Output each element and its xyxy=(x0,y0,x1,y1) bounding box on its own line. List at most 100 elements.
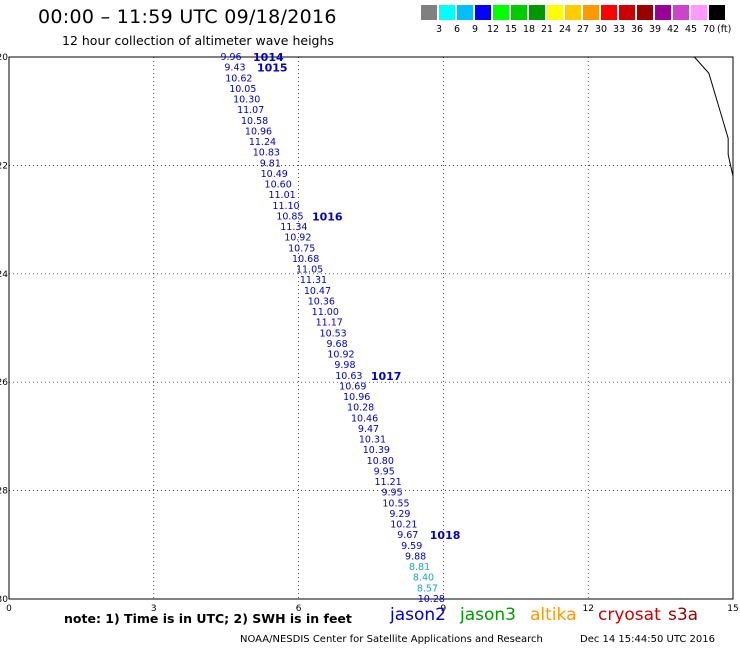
wave-height-reading: 10.75 xyxy=(288,243,315,254)
y-tick-label: -30 xyxy=(0,595,8,605)
y-tick-label: -20 xyxy=(0,53,8,63)
color-scale-label: 18 xyxy=(522,24,536,35)
color-scale-label: 30 xyxy=(594,24,608,35)
wave-height-reading: 10.49 xyxy=(261,169,288,180)
satellite-label-s3a: s3a xyxy=(668,605,699,625)
color-scale-label: 42 xyxy=(666,24,680,35)
map-subtitle: 12 hour collection of altimeter wave hei… xyxy=(62,33,334,48)
color-scale-label: 27 xyxy=(576,24,590,35)
color-scale-label: 21 xyxy=(540,24,554,35)
color-swatch xyxy=(511,5,527,20)
color-swatch xyxy=(529,5,545,20)
color-scale-unit: (ft) xyxy=(717,24,732,35)
color-scale-label: 12 xyxy=(486,24,500,35)
wave-height-reading: 11.10 xyxy=(272,201,299,212)
wave-height-reading: 8.81 xyxy=(409,562,430,573)
footer-credit: NOAA/NESDIS Center for Satellite Applica… xyxy=(240,634,543,645)
wave-height-reading: 9.67 xyxy=(397,530,418,541)
color-scale-label: 24 xyxy=(558,24,572,35)
track-time-label: 1014 xyxy=(253,51,284,64)
wave-height-reading: 10.69 xyxy=(339,381,366,392)
map-title: 00:00 – 11:59 UTC 09/18/2016 xyxy=(38,6,337,28)
wave-height-reading: 10.83 xyxy=(253,148,280,159)
wave-height-reading: 9.96 xyxy=(220,52,241,63)
color-swatch xyxy=(691,5,707,20)
color-scale-label: 36 xyxy=(630,24,644,35)
color-swatch xyxy=(565,5,581,20)
wave-height-reading: 11.07 xyxy=(237,105,264,116)
color-swatch xyxy=(547,5,563,20)
wave-height-reading: 10.85 xyxy=(276,211,303,222)
wave-height-reading: 10.39 xyxy=(363,445,390,456)
coastline xyxy=(694,56,734,177)
wave-height-reading: 10.60 xyxy=(265,180,292,191)
y-tick-label: -22 xyxy=(0,161,8,171)
wave-height-reading: 9.88 xyxy=(405,551,426,562)
satellite-label-cryosat: cryosat xyxy=(598,605,661,625)
wave-height-reading: 10.05 xyxy=(229,84,256,95)
color-scale-label: 70 xyxy=(702,24,716,35)
wave-height-reading: 8.40 xyxy=(413,573,434,584)
wave-height-reading: 9.59 xyxy=(401,541,422,552)
wave-height-reading: 11.34 xyxy=(280,222,307,233)
color-swatch xyxy=(493,5,509,20)
color-scale-label: 33 xyxy=(612,24,626,35)
wave-height-reading: 9.98 xyxy=(334,360,355,371)
color-scale-label: 3 xyxy=(435,24,443,35)
color-swatch xyxy=(601,5,617,20)
x-tick-label: 15 xyxy=(727,604,738,614)
color-swatch xyxy=(673,5,689,20)
wave-height-reading: 10.92 xyxy=(284,233,311,244)
wave-height-reading: 10.21 xyxy=(390,520,417,531)
color-swatch xyxy=(421,5,437,20)
wave-height-reading: 10.92 xyxy=(327,350,354,361)
track-time-label: 1017 xyxy=(371,370,402,383)
wave-height-reading: 9.95 xyxy=(381,488,402,499)
color-scale-label: 9 xyxy=(471,24,479,35)
footer-timestamp: Dec 14 15:44:50 UTC 2016 xyxy=(580,634,715,645)
wave-height-reading: 11.31 xyxy=(300,275,327,286)
x-tick-label: 3 xyxy=(151,604,157,614)
wave-height-reading: 11.21 xyxy=(375,477,402,488)
color-swatch xyxy=(475,5,491,20)
map-frame xyxy=(8,56,734,600)
color-swatch xyxy=(655,5,671,20)
wave-height-reading: 11.01 xyxy=(268,190,295,201)
y-tick-label: -28 xyxy=(0,487,8,497)
satellite-label-jason3: jason3 xyxy=(460,605,516,625)
wave-height-reading: 10.47 xyxy=(304,286,331,297)
y-tick-label: -26 xyxy=(0,378,8,388)
wave-height-reading: 9.43 xyxy=(224,63,245,74)
color-scale-label: 39 xyxy=(648,24,662,35)
wave-height-reading: 8.57 xyxy=(417,583,438,594)
wave-height-reading: 10.28 xyxy=(347,403,374,414)
wave-height-reading: 10.96 xyxy=(245,126,272,137)
wave-height-reading: 10.46 xyxy=(351,413,378,424)
color-swatch xyxy=(583,5,599,20)
wave-height-reading: 10.63 xyxy=(335,371,362,382)
x-tick-label: 9 xyxy=(441,604,447,614)
wave-height-reading: 11.05 xyxy=(296,265,323,276)
x-tick-label: 6 xyxy=(296,604,302,614)
wave-height-reading: 10.58 xyxy=(241,116,268,127)
wave-height-reading: 10.30 xyxy=(233,95,260,106)
wave-height-reading: 10.55 xyxy=(382,498,409,509)
wave-height-reading: 11.17 xyxy=(316,318,343,329)
wave-height-reading: 10.31 xyxy=(359,435,386,446)
track-time-label: 1016 xyxy=(312,210,343,223)
x-tick-label: 12 xyxy=(582,604,593,614)
satellite-label-altika: altika xyxy=(530,605,577,625)
wave-height-reading: 10.62 xyxy=(225,73,252,84)
wave-height-reading: 10.80 xyxy=(367,456,394,467)
wave-height-reading: 10.96 xyxy=(343,392,370,403)
wave-height-reading: 9.29 xyxy=(389,509,410,520)
wave-height-reading: 9.47 xyxy=(358,424,379,435)
color-swatch xyxy=(619,5,635,20)
track-time-label: 1018 xyxy=(430,529,461,542)
color-swatch xyxy=(457,5,473,20)
wave-height-reading: 11.00 xyxy=(312,307,339,318)
wave-height-reading: 10.36 xyxy=(308,296,335,307)
wave-height-reading: 10.68 xyxy=(292,254,319,265)
color-swatch xyxy=(439,5,455,20)
